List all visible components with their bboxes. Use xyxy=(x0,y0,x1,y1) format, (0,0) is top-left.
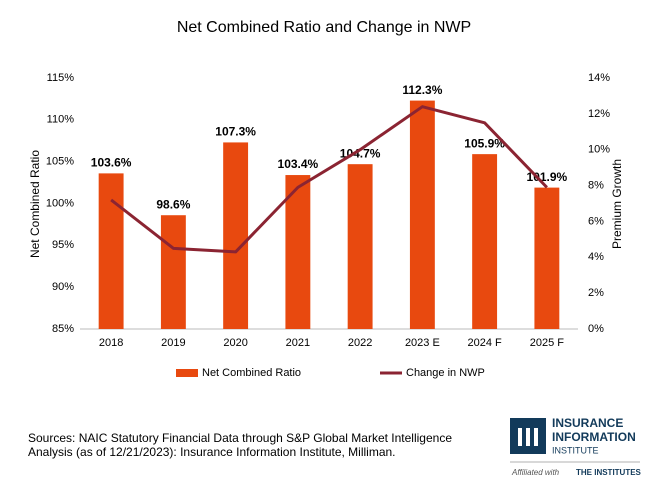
x-tick-label: 2018 xyxy=(99,337,123,349)
chart-title: Net Combined Ratio and Change in NWP xyxy=(177,19,471,36)
data-label: 103.6% xyxy=(91,156,132,170)
data-label: 107.3% xyxy=(215,125,256,139)
y-tick-label: 105% xyxy=(46,156,74,168)
y2-tick-label: 10% xyxy=(588,144,610,156)
x-tick-label: 2020 xyxy=(223,337,247,349)
y-axis-title: Net Combined Ratio xyxy=(28,150,42,258)
x-tick-label: 2023 E xyxy=(405,337,440,349)
bar xyxy=(409,100,435,329)
legend-label: Change in NWP xyxy=(406,367,485,379)
source-line: Analysis (as of 12/21/2023): Insurance I… xyxy=(28,445,396,459)
x-tick-label: 2021 xyxy=(286,337,310,349)
x-tick-label: 2025 F xyxy=(530,337,565,349)
y-tick-label: 95% xyxy=(52,239,74,251)
data-label: 103.4% xyxy=(278,157,319,171)
data-label: 101.9% xyxy=(527,170,568,184)
logo-icon-bar xyxy=(518,428,522,446)
bar xyxy=(472,154,498,329)
y2-tick-label: 8% xyxy=(588,179,604,191)
logo: INSURANCE INFORMATION INSTITUTE Affiliat… xyxy=(510,416,642,477)
data-label: 105.9% xyxy=(464,136,505,150)
bar xyxy=(223,142,249,329)
y-tick-label: 110% xyxy=(47,114,75,126)
logo-text: INSURANCE xyxy=(552,416,623,430)
bar xyxy=(160,215,186,329)
y2-tick-label: 12% xyxy=(588,108,610,120)
x-tick-label: 2022 xyxy=(348,337,372,349)
line xyxy=(110,105,548,254)
logo-text: INFORMATION xyxy=(552,430,636,444)
source-line: Sources: NAIC Statutory Financial Data t… xyxy=(28,431,452,445)
logo-text: INSTITUTE xyxy=(552,445,599,455)
legend-label: Net Combined Ratio xyxy=(202,367,301,379)
y2-tick-label: 0% xyxy=(588,323,604,335)
bar xyxy=(534,187,560,329)
y-tick-label: 100% xyxy=(46,197,74,209)
logo-icon-bar xyxy=(526,428,530,446)
logo-partner: THE INSTITUTES xyxy=(576,468,642,477)
y-tick-label: 115% xyxy=(47,72,75,84)
data-label: 112.3% xyxy=(402,83,442,97)
bar xyxy=(98,173,124,329)
data-label: 98.6% xyxy=(156,197,190,211)
x-tick-label: 2024 F xyxy=(468,337,503,349)
logo-icon-bar xyxy=(534,428,538,446)
y-tick-label: 90% xyxy=(52,281,74,293)
y2-tick-label: 6% xyxy=(588,215,604,227)
bar xyxy=(285,175,311,329)
y2-tick-label: 14% xyxy=(588,72,610,84)
y2-tick-label: 2% xyxy=(588,287,604,299)
logo-affiliation: Affiliated with xyxy=(511,468,560,477)
x-tick-label: 2019 xyxy=(161,337,185,349)
bar xyxy=(347,164,373,329)
legend-swatch xyxy=(176,369,198,377)
y2-axis-title: Premium Growth xyxy=(610,159,624,249)
y2-tick-label: 4% xyxy=(588,251,604,263)
y-tick-label: 85% xyxy=(52,323,74,335)
